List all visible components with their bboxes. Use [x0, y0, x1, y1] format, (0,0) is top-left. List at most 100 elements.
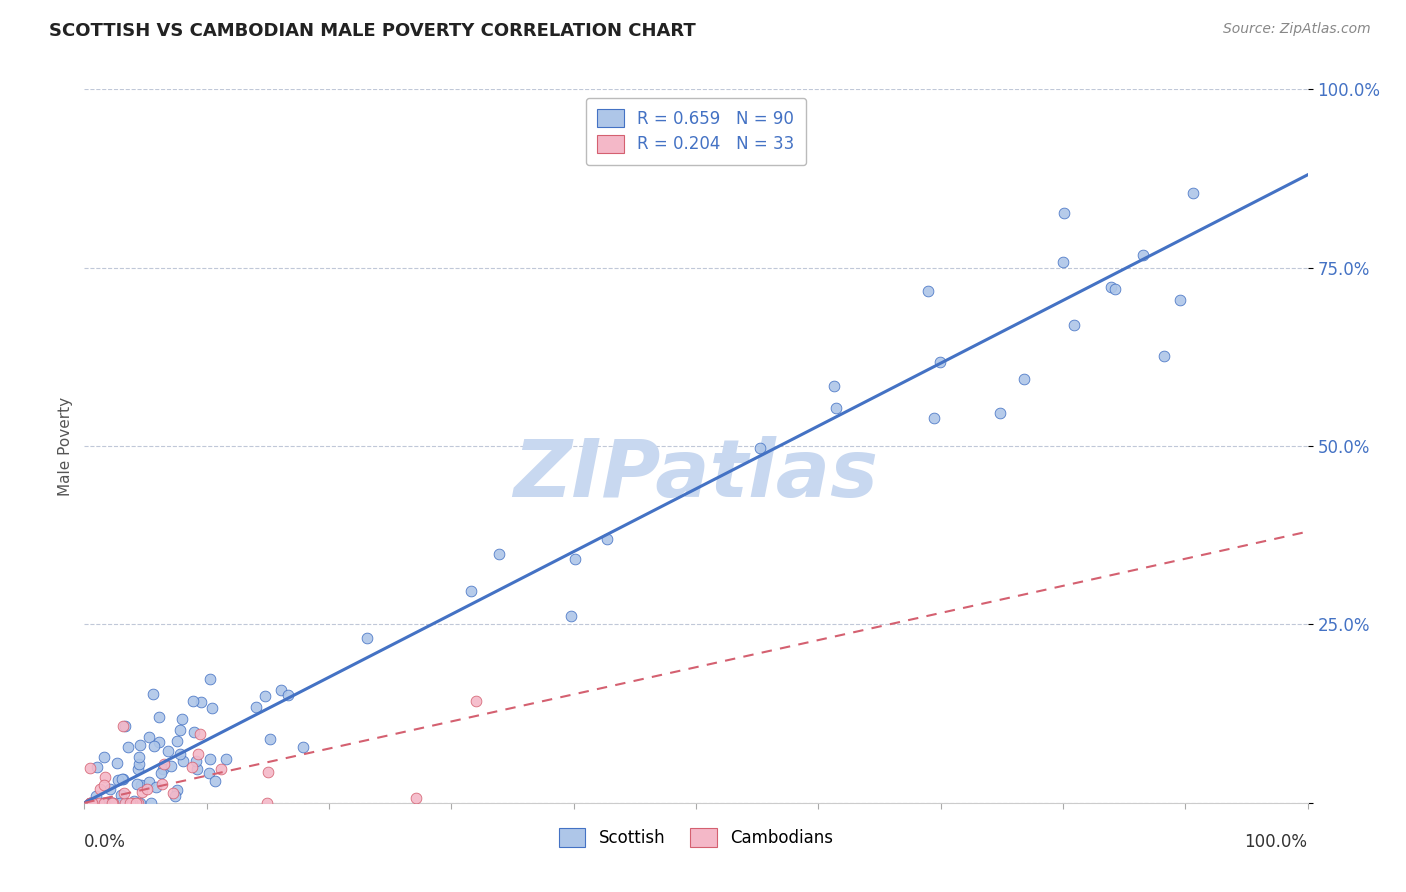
Point: [141, 687, 163, 701]
Point: [1168, 293, 1191, 307]
Point: [152, 762, 174, 776]
Point: [138, 730, 160, 744]
Text: ZIPatlas: ZIPatlas: [513, 435, 879, 514]
Point: [1132, 248, 1154, 262]
Point: [163, 789, 186, 803]
Point: [122, 796, 145, 810]
Point: [560, 608, 582, 623]
Point: [460, 583, 482, 598]
Point: [139, 796, 162, 810]
Point: [159, 759, 181, 773]
Point: [79, 796, 101, 810]
Point: [112, 786, 135, 800]
Point: [93, 749, 115, 764]
Point: [1104, 282, 1126, 296]
Point: [93, 770, 115, 784]
Point: [990, 406, 1012, 420]
Point: [187, 747, 209, 761]
Point: [128, 796, 150, 810]
Point: [98, 796, 121, 810]
Point: [148, 710, 170, 724]
Point: [127, 796, 149, 810]
Point: [112, 719, 135, 733]
Point: [131, 785, 153, 799]
Point: [1099, 280, 1122, 294]
Text: 100.0%: 100.0%: [1244, 833, 1308, 851]
Point: [245, 699, 267, 714]
Point: [277, 688, 299, 702]
Point: [89, 782, 111, 797]
Point: [1153, 349, 1175, 363]
Point: [114, 796, 136, 810]
Point: [823, 379, 845, 393]
Point: [150, 765, 173, 780]
Point: [209, 762, 232, 776]
Point: [200, 752, 222, 766]
Point: [922, 411, 945, 425]
Point: [166, 783, 188, 797]
Point: [162, 786, 184, 800]
Point: [270, 682, 292, 697]
Point: [188, 727, 211, 741]
Point: [80, 796, 103, 810]
Point: [214, 752, 236, 766]
Point: [145, 780, 167, 794]
Point: [125, 796, 148, 810]
Point: [111, 772, 134, 786]
Point: [110, 788, 132, 802]
Point: [464, 694, 486, 708]
Point: [128, 757, 150, 772]
Point: [138, 775, 160, 789]
Point: [1053, 206, 1076, 220]
Point: [356, 631, 378, 645]
Point: [152, 756, 174, 771]
Point: [122, 794, 145, 808]
Y-axis label: Male Poverty: Male Poverty: [58, 396, 73, 496]
Point: [108, 796, 131, 810]
Point: [201, 700, 224, 714]
Point: [183, 725, 205, 739]
Point: [172, 754, 194, 768]
Text: 0.0%: 0.0%: [84, 833, 127, 851]
Point: [156, 744, 179, 758]
Point: [121, 796, 143, 810]
Point: [107, 773, 129, 788]
Point: [98, 781, 121, 796]
Point: [82, 796, 104, 810]
Text: Source: ZipAtlas.com: Source: ZipAtlas.com: [1223, 22, 1371, 37]
Point: [91, 796, 114, 810]
Point: [127, 776, 149, 790]
Point: [292, 739, 315, 754]
Point: [111, 772, 134, 786]
Point: [94, 796, 117, 810]
Point: [79, 796, 101, 810]
Point: [405, 791, 427, 805]
Point: [128, 749, 150, 764]
Point: [748, 442, 770, 456]
Text: SCOTTISH VS CAMBODIAN MALE POVERTY CORRELATION CHART: SCOTTISH VS CAMBODIAN MALE POVERTY CORRE…: [49, 22, 696, 40]
Point: [204, 774, 226, 789]
Point: [150, 777, 173, 791]
Point: [929, 355, 952, 369]
Point: [80, 796, 103, 810]
Point: [101, 796, 124, 810]
Point: [100, 796, 122, 810]
Point: [824, 401, 846, 415]
Point: [79, 796, 101, 810]
Point: [127, 763, 149, 777]
Point: [86, 760, 108, 774]
Point: [86, 789, 108, 803]
Point: [148, 734, 170, 748]
Point: [186, 762, 208, 776]
Point: [564, 552, 586, 566]
Point: [114, 796, 136, 810]
Point: [256, 796, 278, 810]
Point: [82, 796, 104, 810]
Point: [93, 779, 115, 793]
Point: [181, 760, 204, 774]
Point: [181, 694, 204, 708]
Point: [259, 731, 281, 746]
Point: [117, 740, 139, 755]
Point: [1182, 186, 1205, 201]
Point: [114, 719, 136, 733]
